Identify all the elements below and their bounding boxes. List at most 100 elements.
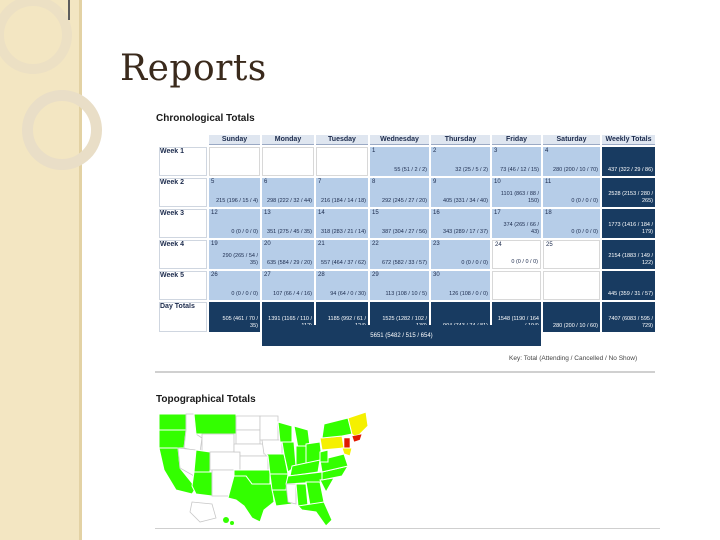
day-number: 12 <box>211 210 218 216</box>
header-friday: Friday <box>492 135 541 145</box>
day-value: 2154 (1883 / 149 / 122) <box>608 253 653 266</box>
day-cell <box>209 147 260 176</box>
week-label: Week 5 <box>159 271 207 300</box>
map-state-mt <box>193 413 237 435</box>
day-number: 21 <box>318 241 325 247</box>
day-cell <box>492 271 541 300</box>
day-cell: 22 672 (582 / 33 / 57) <box>370 240 429 269</box>
day-number: 28 <box>318 272 325 278</box>
day-cell: 14 318 (283 / 21 / 14) <box>316 209 368 238</box>
day-value: 107 (66 / 4 / 16) <box>273 291 312 297</box>
day-number: 16 <box>433 210 440 216</box>
bottom-divider <box>155 528 660 529</box>
day-cell <box>316 147 368 176</box>
map-state-md-de <box>341 447 353 457</box>
day-number: 2 <box>433 148 437 154</box>
day-number: 7 <box>318 179 322 185</box>
day-cell: 15 387 (304 / 27 / 56) <box>370 209 429 238</box>
day-cell: 17 374 (265 / 66 / 43) <box>492 209 541 238</box>
weekly-total-cell: 445 (359 / 31 / 57) <box>602 271 655 300</box>
map-state-fl <box>296 501 333 527</box>
day-number: 17 <box>494 210 501 216</box>
day-cell: 24 0 (0 / 0 / 0) <box>492 240 541 269</box>
map-state-ia <box>261 439 283 455</box>
day-cell: 11 0 (0 / 0 / 0) <box>543 178 600 207</box>
weekly-total-cell: 2154 (1883 / 149 / 122) <box>602 240 655 269</box>
decorative-ring <box>22 90 102 170</box>
day-cell: 3 73 (46 / 12 / 15) <box>492 147 541 176</box>
day-value: 216 (184 / 14 / 18) <box>321 198 366 204</box>
day-number: 19 <box>211 241 218 247</box>
day-cell: 23 0 (0 / 0 / 0) <box>431 240 490 269</box>
day-value: 343 (289 / 17 / 37) <box>443 229 488 235</box>
day-number: 23 <box>433 241 440 247</box>
map-state-wv <box>319 449 329 463</box>
day-value: 557 (464 / 37 / 62) <box>321 260 366 266</box>
map-state-hi <box>223 517 229 523</box>
day-number: 22 <box>372 241 379 247</box>
corner-cell <box>159 135 207 145</box>
day-value: 437 (322 / 29 / 86) <box>608 167 653 173</box>
day-value: 32 (25 / 5 / 2) <box>455 167 488 173</box>
day-value: 374 (265 / 66 / 43) <box>503 222 539 235</box>
map-state-ny <box>321 417 353 439</box>
header-thursday: Thursday <box>431 135 490 145</box>
header-sunday: Sunday <box>209 135 260 145</box>
day-number: 6 <box>264 179 268 185</box>
day-value: 405 (331 / 34 / 40) <box>443 198 488 204</box>
map-state-ks <box>239 455 269 471</box>
map-state-ct <box>351 433 363 443</box>
day-total-cell: 7407 (6083 / 595 / 729) <box>602 302 655 332</box>
day-cell: 1 55 (51 / 2 / 2) <box>370 147 429 176</box>
map-state-or <box>158 429 187 449</box>
day-value: 290 (265 / 54 / 35) <box>222 253 258 266</box>
day-cell: 8 292 (245 / 27 / 20) <box>370 178 429 207</box>
day-totals-label: Day Totals <box>159 302 207 332</box>
day-value: 635 (584 / 29 / 20) <box>267 260 312 266</box>
map-state-mn <box>259 415 279 441</box>
weekly-total-cell: 1773 (1416 / 184 / 179) <box>602 209 655 238</box>
day-cell: 10 1101 (863 / 88 / 150) <box>492 178 541 207</box>
day-number: 15 <box>372 210 379 216</box>
day-cell: 25 <box>543 240 600 269</box>
day-value: 351 (275 / 45 / 35) <box>267 229 312 235</box>
day-number: 24 <box>495 242 502 248</box>
day-cell: 12 0 (0 / 0 / 0) <box>209 209 260 238</box>
map-state-co <box>209 451 241 471</box>
header-weekly-totals: Weekly Totals <box>602 135 655 145</box>
map-state-al <box>295 483 309 507</box>
legend-key: Key: Total (Attending / Cancelled / No S… <box>509 355 638 362</box>
day-number: 5 <box>211 179 215 185</box>
day-value: 0 (0 / 0 / 0) <box>461 260 488 266</box>
day-cell: 9 405 (331 / 34 / 40) <box>431 178 490 207</box>
day-number: 30 <box>433 272 440 278</box>
map-state-wa <box>158 413 187 431</box>
header-monday: Monday <box>262 135 314 145</box>
chronological-totals-title: Chronological Totals <box>156 113 255 124</box>
us-map <box>156 410 384 528</box>
day-total-value: 7407 (6083 / 595 / 729) <box>608 316 653 329</box>
day-cell: 2 32 (25 / 5 / 2) <box>431 147 490 176</box>
day-cell: 29 113 (108 / 10 / 5) <box>370 271 429 300</box>
grand-total: 5651 (5482 / 515 / 654) <box>262 325 541 346</box>
day-value: 126 (108 / 0 / 0) <box>449 291 488 297</box>
day-number: 25 <box>546 242 553 248</box>
day-cell: 7 216 (184 / 14 / 18) <box>316 178 368 207</box>
day-number: 10 <box>494 179 501 185</box>
day-cell: 18 0 (0 / 0 / 0) <box>543 209 600 238</box>
day-value: 318 (283 / 21 / 14) <box>321 229 366 235</box>
week-label: Week 4 <box>159 240 207 269</box>
day-value: 0 (0 / 0 / 0) <box>231 229 258 235</box>
map-state-ak <box>189 501 217 523</box>
topographical-totals-title: Topographical Totals <box>156 394 256 405</box>
map-state-hi <box>230 521 234 525</box>
day-number: 13 <box>264 210 271 216</box>
day-number: 14 <box>318 210 325 216</box>
calendar-table: Sunday Monday Tuesday Wednesday Thursday… <box>157 133 657 334</box>
day-value: 0 (0 / 0 / 0) <box>571 229 598 235</box>
day-value: 2528 (2153 / 280 / 265) <box>608 191 653 204</box>
day-number: 26 <box>211 272 218 278</box>
day-cell: 21 557 (464 / 37 / 62) <box>316 240 368 269</box>
day-number: 11 <box>545 179 552 185</box>
day-cell: 16 343 (289 / 17 / 37) <box>431 209 490 238</box>
